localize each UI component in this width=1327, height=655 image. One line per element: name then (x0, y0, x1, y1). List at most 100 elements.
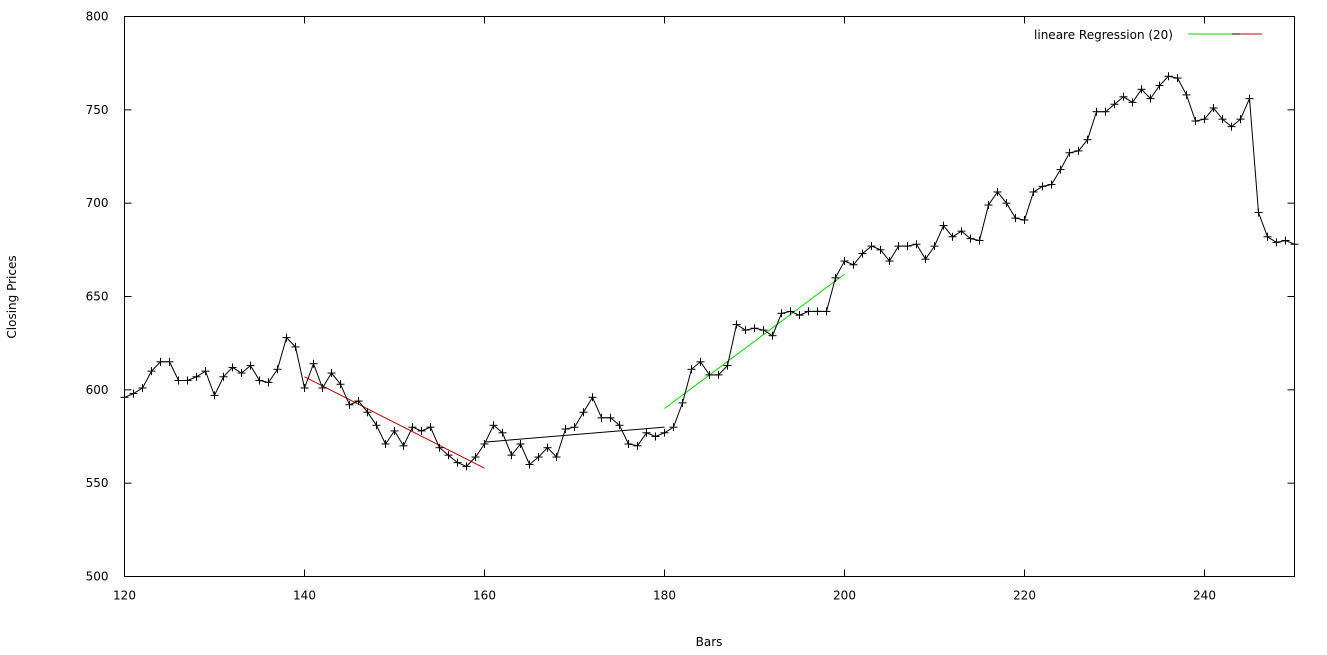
data-point (417, 426, 426, 435)
legend-label: lineare Regression (20) (1034, 28, 1173, 42)
data-point (525, 460, 534, 469)
regression-lines (304, 273, 845, 469)
data-point (1092, 107, 1101, 116)
data-point (768, 331, 777, 340)
data-point (750, 324, 759, 333)
data-point (570, 423, 579, 432)
data-point (624, 439, 633, 448)
regression-line (304, 376, 485, 469)
data-point (282, 333, 291, 342)
data-point (903, 242, 912, 251)
data-point (1245, 94, 1254, 103)
data-point (858, 249, 867, 258)
data-point (741, 326, 750, 335)
data-point (138, 383, 147, 392)
x-tick-label: 220 (1013, 589, 1036, 603)
data-point (1011, 214, 1020, 223)
data-point (705, 370, 714, 379)
data-point (444, 451, 453, 460)
data-point (786, 307, 795, 316)
data-point (804, 307, 813, 316)
data-point (669, 423, 678, 432)
data-point (660, 428, 669, 437)
data-point (894, 242, 903, 251)
data-point (552, 453, 561, 462)
data-point (867, 242, 876, 251)
data-point (1191, 117, 1200, 126)
data-point (777, 309, 786, 318)
data-point (1038, 182, 1047, 191)
x-tick-label: 180 (653, 589, 676, 603)
data-point (921, 255, 930, 264)
data-point (1137, 85, 1146, 94)
regression-line (484, 426, 665, 443)
y-axis-label: Closing Prices (5, 255, 19, 338)
data-point (885, 257, 894, 266)
data-point (1281, 236, 1290, 245)
data-point (1182, 90, 1191, 99)
data-point (1128, 98, 1137, 107)
data-point (966, 234, 975, 243)
data-point (327, 369, 336, 378)
data-point (1173, 74, 1182, 83)
data-point (1020, 215, 1029, 224)
data-point (1146, 94, 1155, 103)
data-point (201, 367, 210, 376)
data-point (210, 391, 219, 400)
data-point (498, 428, 507, 437)
data-point (399, 441, 408, 450)
x-tick-label: 240 (1193, 589, 1216, 603)
data-point (822, 307, 831, 316)
data-point (372, 421, 381, 430)
x-tick-label: 140 (293, 589, 316, 603)
data-point (813, 307, 822, 316)
data-point (147, 367, 156, 376)
x-tick-label: 200 (833, 589, 856, 603)
data-point (435, 443, 444, 452)
y-tick-label: 700 (86, 196, 109, 210)
data-point (1290, 240, 1299, 249)
data-point (840, 257, 849, 266)
data-point (1155, 81, 1164, 90)
data-point (246, 361, 255, 370)
data-point (939, 221, 948, 230)
data-point (219, 372, 228, 381)
data-point (426, 423, 435, 432)
data-point (606, 413, 615, 422)
data-point (453, 458, 462, 467)
data-point (561, 425, 570, 434)
data-point (1101, 107, 1110, 116)
axis-ticks: 120 140 160 180 200 220 240 500 550 600 650 700 750 8… (86, 10, 1295, 603)
data-point (363, 408, 372, 417)
data-point (1254, 208, 1263, 217)
data-point (696, 357, 705, 366)
data-point (165, 357, 174, 366)
data-point (687, 365, 696, 374)
data-point (678, 398, 687, 407)
data-point (480, 439, 489, 448)
data-point (1056, 165, 1065, 174)
data-point (408, 423, 417, 432)
y-tick-label: 800 (86, 10, 109, 24)
data-point (309, 359, 318, 368)
data-point (849, 260, 858, 269)
data-point (579, 408, 588, 417)
y-tick-label: 750 (86, 103, 109, 117)
legend: lineare Regression (20) (1034, 28, 1262, 42)
data-point (471, 453, 480, 462)
data-point (291, 342, 300, 351)
data-point (507, 451, 516, 460)
y-tick-label: 500 (86, 570, 109, 584)
data-point (795, 311, 804, 320)
data-point (1209, 103, 1218, 112)
y-tick-label: 550 (86, 476, 109, 490)
data-point (318, 383, 327, 392)
data-point (390, 426, 399, 435)
y-tick-label: 600 (86, 383, 109, 397)
data-point (120, 393, 129, 402)
data-point (1200, 115, 1209, 124)
data-point (1002, 199, 1011, 208)
data-point (381, 439, 390, 448)
y-tick-label: 650 (86, 290, 109, 304)
